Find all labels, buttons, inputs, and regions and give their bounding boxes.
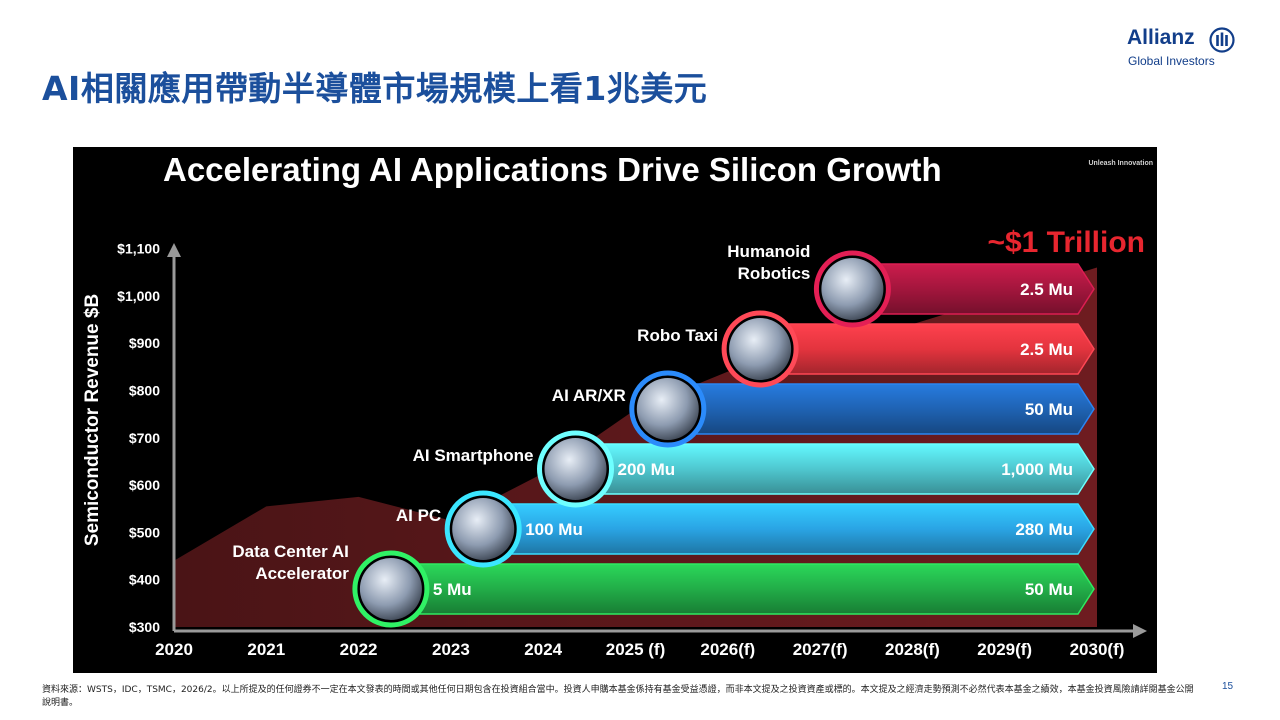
y-tick-label: $700 <box>129 430 160 446</box>
y-tick-label: $800 <box>129 383 160 399</box>
application-name: Robo Taxi <box>637 326 718 345</box>
y-axis-label: Semiconductor Revenue $B <box>82 294 103 546</box>
footnote: 資料來源：WSTS，IDC，TSMC，2026/2。以上所提及的任何證券不一定在… <box>42 685 1194 708</box>
x-tick-label: 2024 <box>524 640 562 659</box>
x-tick-label: 2025 (f) <box>606 640 666 659</box>
page-number: 15 <box>1222 681 1234 692</box>
vr-headset-photo-icon <box>636 378 699 440</box>
application-name: AI PC <box>396 506 441 525</box>
application-bands <box>352 250 1095 628</box>
application-band <box>390 563 1095 615</box>
band-end-label: 280 Mu <box>1015 520 1073 539</box>
chart-title: Accelerating AI Applications Drive Silic… <box>163 151 942 188</box>
band-end-label: 2.5 Mu <box>1020 280 1073 299</box>
axis-layer: $300 $400 $500 $600 $700 $800 $900 $1,000 $1,100… <box>117 241 1147 659</box>
application-name: Data Center AI <box>232 542 349 561</box>
application-name: AI Smartphone <box>413 446 534 465</box>
y-tick-label: $300 <box>129 619 160 635</box>
robotaxi-photo-icon <box>729 318 792 380</box>
humanoid-robot-photo-icon <box>821 258 884 320</box>
allianz-logo: Allianz Global Investors <box>1127 26 1242 70</box>
band-end-label: 2.5 Mu <box>1020 340 1073 359</box>
y-tick-label: $1,100 <box>117 241 160 257</box>
application-name: Accelerator <box>255 564 349 583</box>
x-tick-label: 2022 <box>340 640 378 659</box>
laptop-photo-icon <box>452 498 515 560</box>
label-layer: 5 Mu 50 Mu Data Center AI Accelerator 100 Mu… <box>232 242 1073 599</box>
y-tick-label: $600 <box>129 477 160 493</box>
x-tick-label: 2023 <box>432 640 470 659</box>
logo-wordmark: Allianz <box>1127 26 1195 49</box>
y-tick-label: $500 <box>129 524 160 540</box>
x-tick-label: 2021 <box>247 640 285 659</box>
y-tick-label: $1,000 <box>117 288 160 304</box>
x-tick-label: 2030(f) <box>1070 640 1125 659</box>
logo-subtitle: Global Investors <box>1128 54 1215 68</box>
band-end-label: 50 Mu <box>1025 580 1073 599</box>
band-end-label: 1,000 Mu <box>1001 460 1073 479</box>
server-rack-photo-icon <box>359 558 422 620</box>
chart-svg: $300 $400 $500 $600 $700 $800 $900 $1,000 $1,100… <box>82 151 1153 659</box>
x-tick-label: 2029(f) <box>977 640 1032 659</box>
allianz-eagle-icon <box>1209 27 1235 57</box>
application-name: Robotics <box>738 264 811 283</box>
chart-tagline: Unleash Innovation <box>1088 160 1153 167</box>
smartphone-photo-icon <box>544 438 607 500</box>
band-start-label: 100 Mu <box>525 520 583 539</box>
y-tick-label: $900 <box>129 335 160 351</box>
band-end-label: 50 Mu <box>1025 400 1073 419</box>
x-tick-label: 2027(f) <box>793 640 848 659</box>
application-name: AI AR/XR <box>552 386 626 405</box>
application-name: Humanoid <box>727 242 810 261</box>
y-tick-label: $400 <box>129 572 160 588</box>
x-tick-label: 2020 <box>155 640 193 659</box>
chart-panel: $300 $400 $500 $600 $700 $800 $900 $1,000 $1,100… <box>73 147 1157 673</box>
band-start-label: 200 Mu <box>618 460 676 479</box>
x-axis-arrow <box>1133 624 1147 638</box>
chart-headline: ~$1 Trillion <box>987 226 1145 259</box>
y-axis-arrow <box>167 243 181 257</box>
x-tick-label: 2028(f) <box>885 640 940 659</box>
band-start-label: 5 Mu <box>433 580 472 599</box>
x-tick-label: 2026(f) <box>700 640 755 659</box>
slide-title: AI相關應用帶動半導體市場規模上看1兆美元 <box>42 69 708 108</box>
